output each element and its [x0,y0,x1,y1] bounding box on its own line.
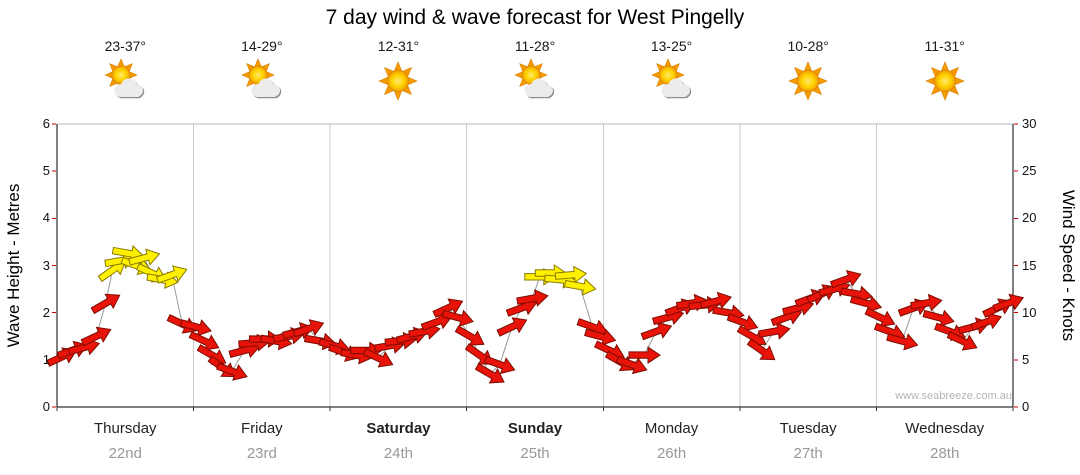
day-label: Monday [644,420,699,437]
wave-height-tick-label: 0 [42,399,50,414]
wind-arrow [80,326,112,347]
wind-arrow [628,346,661,365]
wind-arrow [90,293,121,315]
date-label: 23rd [246,445,277,462]
day-temp-range: 10-28° [787,38,829,54]
date-label: 26th [656,445,687,462]
date-label: 22nd [108,445,142,462]
wind-arrow [746,338,776,361]
chart-title: 7 day wind & wave forecast for West Ping… [325,6,745,29]
wind-arrow [432,298,464,318]
day-label: Sunday [507,420,563,437]
wind-arrow [292,319,325,338]
wind-arrow [640,321,673,341]
sun-icon [788,61,828,101]
date-label: 28th [930,445,960,462]
day-temp-range: 11-28° [514,38,556,54]
day-label: Tuesday [779,420,837,437]
wind-arrow [946,331,978,351]
weather-icon-wrap [375,58,421,109]
date-label: 24th [383,445,414,462]
wave-height-tick-label: 6 [42,116,50,131]
right-axis-title: Wind Speed - Knots [1059,189,1078,342]
wind-arrow [864,307,896,327]
sun-icon [924,61,965,101]
wind-arrow [563,278,597,296]
weather-icon-wrap [785,58,831,109]
wind-arrow [699,291,733,310]
day-temp-range: 23-37° [104,38,146,54]
watermark: www.seabreeze.com.au [895,390,1012,402]
wind-arrow [188,331,220,351]
day-header: 14-29° [239,38,285,109]
sun-cloud-icon [514,58,555,99]
day-temp-range: 12-31° [377,38,420,54]
wave-height-tick-label: 4 [42,210,50,226]
wind-speed-tick-label: 25 [1022,163,1037,179]
wind-arrow [496,317,528,337]
date-label: 27th [793,445,823,462]
wind-speed-tick-label: 5 [1022,351,1030,367]
day-header: 12-31° [375,38,421,109]
wind-speed-tick-label: 0 [1022,399,1030,414]
wind-arrow [849,295,883,313]
date-label: 25th [520,445,550,462]
wave-height-tick-label: 2 [42,304,50,320]
day-header: 10-28° [785,38,831,109]
day-temp-range: 11-31° [924,38,965,54]
day-temp-range: 14-29° [241,38,283,54]
sun-cloud-icon [104,58,145,99]
left-axis-title: Wave Height - Metres [4,183,23,348]
wind-arrow [886,333,919,351]
weather-icon-wrap [922,58,968,109]
wind-arrow [483,355,516,375]
wind-arrow [128,248,161,266]
wave-height-tick-label: 3 [42,257,50,273]
weather-icon-wrap [239,58,285,109]
wind-arrow [474,363,505,384]
wind-arrow [216,362,248,381]
wind-arrow [726,313,759,332]
sun-icon [378,61,419,101]
weather-icon-wrap [102,58,148,109]
sun-cloud-icon [241,58,282,99]
wind-speed-tick-label: 10 [1022,304,1037,320]
day-header: 13-25° [649,38,695,109]
wind-arrow [554,265,588,284]
wind-arrow [970,312,1003,331]
wind-arrow [829,270,862,289]
wind-arrow [516,289,549,307]
day-header: 11-31° [922,38,968,109]
wind-arrow [992,293,1025,312]
sun-cloud-icon [650,58,691,99]
day-temp-range: 13-25° [650,38,693,54]
wind-arrow [454,325,485,346]
weather-icon-wrap [512,58,558,109]
wind-arrow [179,319,212,337]
wind-arrow [155,265,188,284]
wave-height-tick-label: 1 [42,351,50,367]
wind-arrow [441,309,474,327]
wind-speed-tick-label: 20 [1022,210,1037,226]
day-label: Friday [241,420,283,437]
wind-speed-tick-label: 15 [1022,257,1037,273]
wind-arrow [584,328,617,346]
wind-speed-tick-label: 30 [1022,116,1037,131]
day-header: 23-37° [102,38,148,109]
day-label: Saturday [366,420,431,437]
day-header: 11-28° [512,38,558,109]
weather-icon-wrap [649,58,695,109]
wind-arrow [362,347,394,368]
wave-height-tick-label: 5 [42,163,50,179]
day-label: Thursday [94,420,157,437]
wind-arrow [922,309,955,327]
wind-arrow [615,355,648,375]
day-label: Wednesday [905,420,985,437]
wind-arrow [910,293,943,312]
wind-arrow [758,322,791,340]
